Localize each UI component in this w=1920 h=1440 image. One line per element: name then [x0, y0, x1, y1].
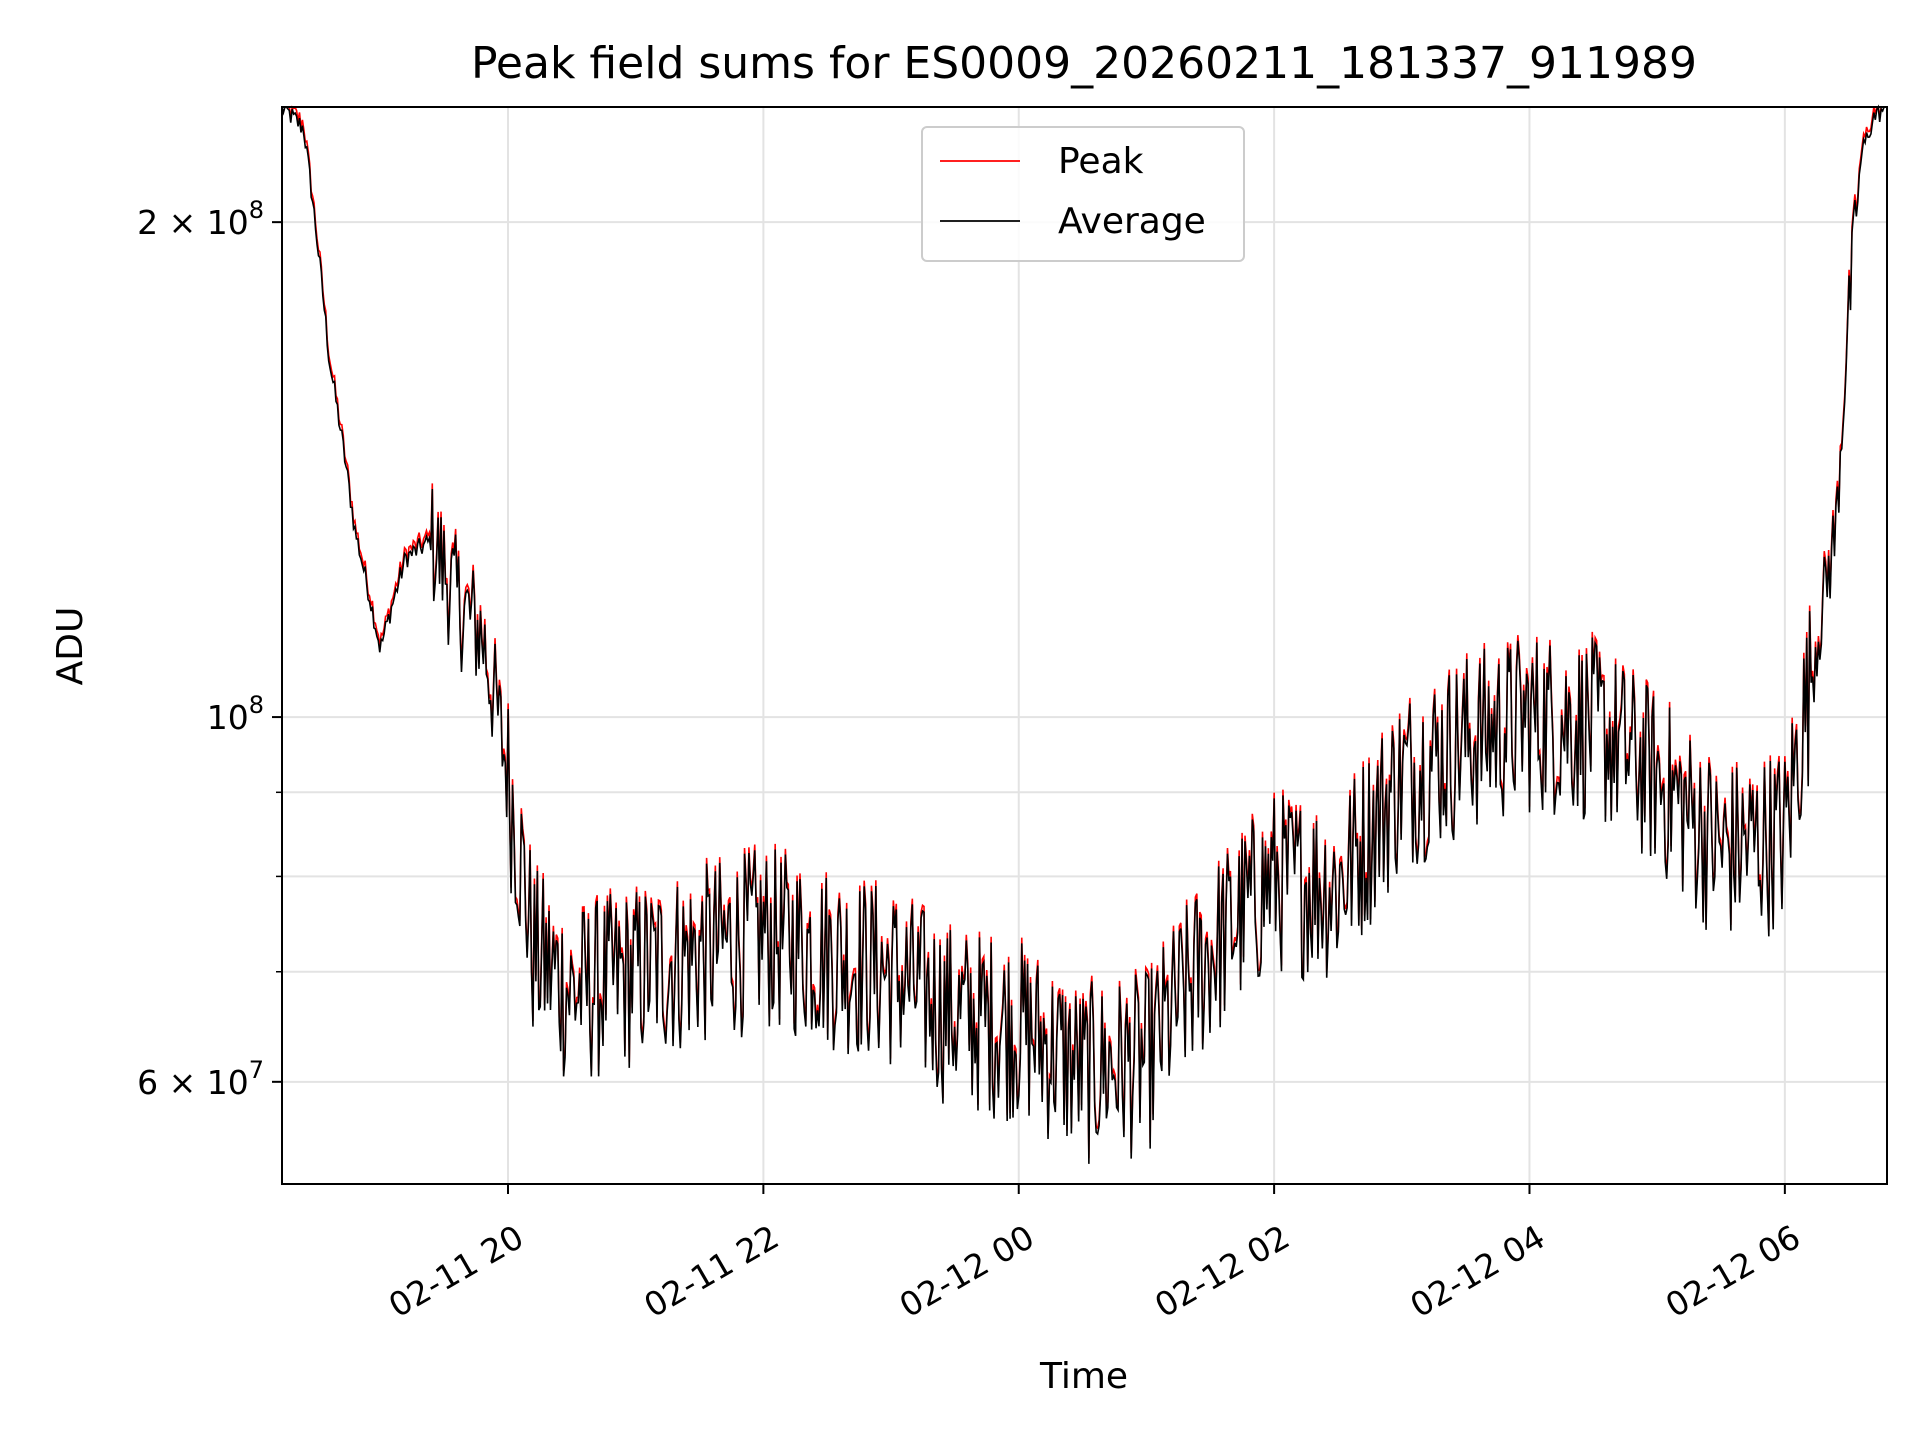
y-axis-label: ADU: [50, 607, 91, 686]
legend-average-label: Average: [1058, 201, 1206, 242]
average-series-line: [281, 104, 1887, 1164]
series-lines: [281, 104, 1887, 1164]
legend: Peak Average: [921, 126, 1245, 262]
chart-title: Peak field sums for ES0009_20260211_1813…: [471, 38, 1697, 89]
y-tick-label: 6 × 107: [137, 1056, 264, 1102]
legend-peak-label: Peak: [1058, 141, 1144, 182]
y-tick-label: 2 × 108: [137, 196, 264, 242]
y-axis-ticks: 6 × 107 108 2 × 108: [137, 196, 282, 1102]
plot-area-frame: [281, 106, 1888, 1185]
grid-lines: [282, 107, 1887, 1184]
y-tick-label: 108: [207, 691, 264, 737]
x-axis-label: Time: [1039, 1356, 1128, 1397]
